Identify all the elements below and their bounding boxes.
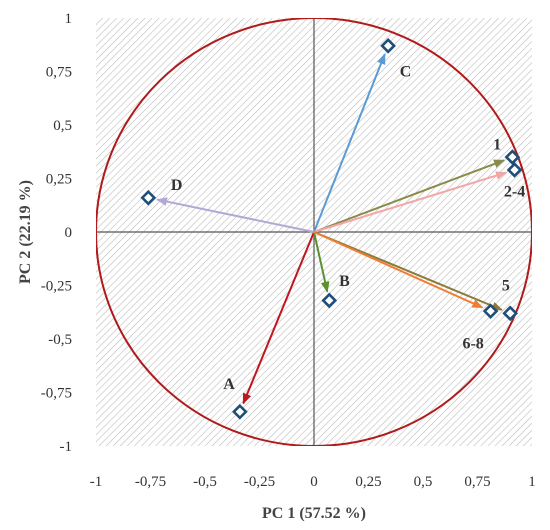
point-label-5: 5 — [502, 278, 510, 295]
vector-B — [313, 231, 330, 293]
point-marker-2-4 — [506, 162, 523, 178]
x-tick-label: -0,5 — [193, 474, 217, 490]
point-marker-D — [140, 189, 157, 206]
point-marker-B — [321, 292, 338, 309]
point-label-6-8: 6-8 — [462, 335, 483, 352]
y-tick-label: -0,25 — [41, 279, 72, 295]
point-label-1: 1 — [493, 136, 501, 153]
y-tick-label: 0,75 — [46, 65, 72, 81]
point-label-C: C — [400, 64, 412, 81]
point-marker-C — [380, 37, 396, 54]
x-axis-title: PC 1 (57.52 %) — [262, 505, 366, 522]
vector-C — [313, 53, 386, 233]
y-tick-label: 0,5 — [53, 118, 72, 134]
point-label-B: B — [339, 273, 350, 290]
point-marker-1 — [504, 149, 521, 165]
x-tick-label: 0,25 — [355, 474, 381, 490]
point-marker-6-8 — [482, 303, 499, 320]
y-tick-label: -1 — [60, 439, 73, 455]
y-tick-label: -0,75 — [41, 386, 72, 402]
y-tick-label: 1 — [65, 11, 73, 27]
vector-6-8 — [313, 231, 484, 309]
x-tick-label: 0,75 — [464, 474, 490, 490]
point-marker-A — [232, 403, 248, 420]
x-tick-label: -0,25 — [244, 474, 275, 490]
x-tick-label: 0 — [310, 474, 318, 490]
point-label-2-4: 2-4 — [504, 183, 525, 200]
vector-1 — [313, 159, 505, 233]
y-tick-label: -0,5 — [48, 332, 72, 348]
point-marker-5 — [502, 305, 519, 322]
y-axis-title: PC 2 (22.19 %) — [17, 180, 34, 284]
y-tick-label: 0,25 — [46, 172, 72, 188]
point-label-A: A — [223, 376, 235, 393]
vector-D — [156, 197, 315, 233]
point-label-D: D — [171, 177, 183, 194]
x-tick-label: -0,75 — [135, 474, 166, 490]
x-tick-label: 1 — [528, 474, 536, 490]
y-tick-label: 0 — [65, 225, 73, 241]
vector-2-4 — [313, 171, 508, 233]
vector-A — [242, 231, 315, 405]
x-tick-label: -1 — [90, 474, 103, 490]
x-tick-label: 0,5 — [414, 474, 433, 490]
